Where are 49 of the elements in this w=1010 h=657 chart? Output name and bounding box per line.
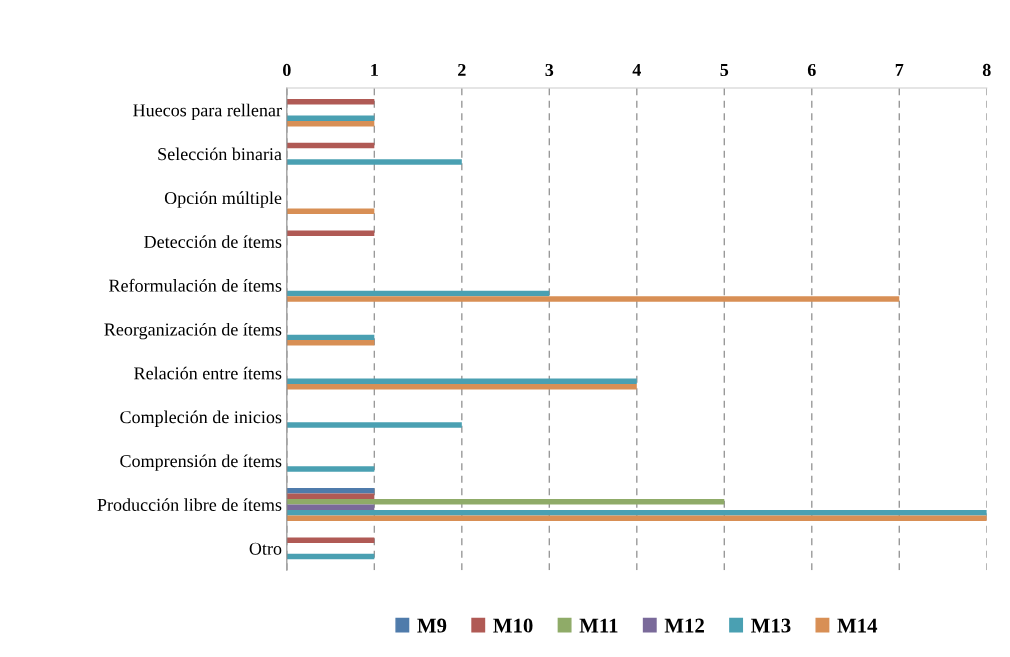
- y-tick-label: Producción libre de ítems: [97, 498, 282, 511]
- legend-label: M13: [751, 618, 791, 633]
- bar: [286, 296, 900, 302]
- legend-label: M12: [664, 618, 704, 633]
- bar: [286, 553, 375, 560]
- x-tick-label: 6: [807, 63, 816, 77]
- y-tick-label: Relación entre ítems: [134, 366, 282, 380]
- bar: [286, 422, 462, 428]
- x-tick-label: 0: [283, 63, 291, 77]
- bar: [286, 340, 375, 346]
- bar: [286, 159, 462, 165]
- y-tick-label: Huecos para rellenar: [133, 103, 282, 121]
- bar: [286, 115, 375, 121]
- x-tick-label: 1: [371, 63, 378, 76]
- y-tick-label: Reorganización de ítems: [104, 322, 282, 340]
- y-tick-label: Reformulación de ítems: [109, 278, 282, 292]
- y-tick-label: Comprensión de ítems: [120, 454, 282, 471]
- bar: [286, 290, 550, 297]
- bar: [286, 378, 637, 384]
- x-tick-label: 4: [632, 63, 641, 76]
- bar: [286, 515, 987, 521]
- x-tick-label: 3: [545, 63, 554, 77]
- legend-label: M14: [837, 618, 878, 633]
- y-tick-label: Selección binaria: [158, 147, 282, 161]
- x-tick-label: 8: [982, 63, 991, 77]
- bar: [286, 504, 375, 510]
- bar: [286, 230, 375, 236]
- bar: [286, 493, 375, 500]
- bar: [286, 142, 375, 149]
- bar: [286, 510, 987, 516]
- bar: [286, 499, 725, 505]
- x-tick-label: 2: [458, 63, 466, 76]
- bar: [286, 99, 375, 105]
- bar: [286, 334, 375, 341]
- legend-label: M11: [579, 618, 618, 633]
- bar: [286, 120, 375, 127]
- x-tick-label: 5: [720, 64, 729, 77]
- y-tick-label: Detección de ítems: [144, 235, 282, 248]
- bar: [286, 488, 375, 494]
- bar: [286, 466, 375, 472]
- bar: [286, 537, 375, 543]
- y-tick-label: Compleción de inicios: [120, 410, 282, 427]
- x-tick-label: 7: [895, 64, 904, 76]
- legend-label: M10: [493, 618, 533, 633]
- legend-label: M9: [417, 618, 447, 633]
- y-tick-label: Opción múltiple: [164, 191, 282, 208]
- bar: [286, 208, 375, 215]
- y-tick-label: Otro: [249, 542, 282, 555]
- bar: [286, 383, 637, 390]
